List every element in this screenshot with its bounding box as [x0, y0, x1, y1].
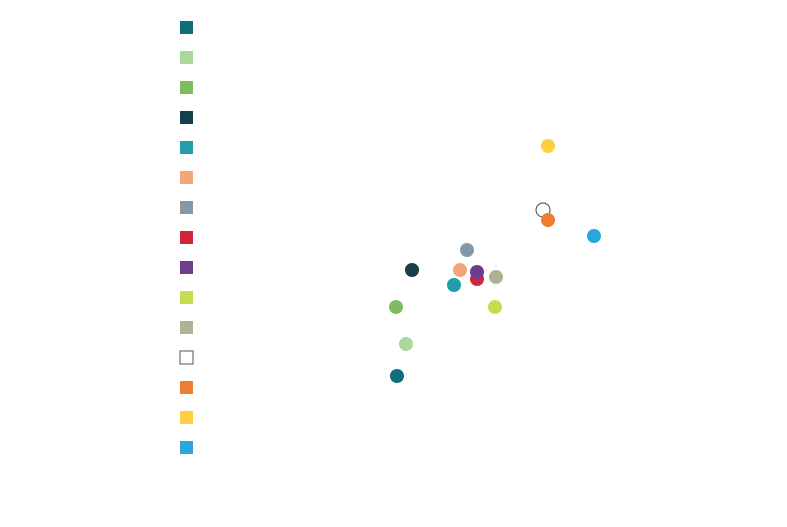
legend-swatch-15[interactable] — [180, 441, 193, 454]
data-point-15[interactable] — [587, 229, 601, 243]
data-point-2[interactable] — [399, 337, 413, 351]
data-point-14[interactable] — [541, 139, 555, 153]
data-point-11[interactable] — [489, 270, 503, 284]
legend-swatch-6[interactable] — [180, 171, 193, 184]
legend-swatch-4[interactable] — [180, 111, 193, 124]
legend-swatch-12[interactable] — [179, 350, 194, 365]
data-point-5[interactable] — [447, 278, 461, 292]
legend-swatch-1[interactable] — [180, 21, 193, 34]
legend-swatch-10[interactable] — [180, 291, 193, 304]
legend-swatch-7[interactable] — [180, 201, 193, 214]
legend-swatch-11[interactable] — [180, 321, 193, 334]
data-point-1[interactable] — [390, 369, 404, 383]
data-point-7[interactable] — [460, 243, 474, 257]
legend-swatch-14[interactable] — [180, 411, 193, 424]
legend — [179, 21, 194, 454]
data-point-10[interactable] — [488, 300, 502, 314]
data-point-13[interactable] — [541, 213, 555, 227]
legend-swatch-2[interactable] — [180, 51, 193, 64]
legend-swatch-3[interactable] — [180, 81, 193, 94]
data-point-9[interactable] — [470, 265, 484, 279]
data-point-3[interactable] — [389, 300, 403, 314]
legend-swatch-8[interactable] — [180, 231, 193, 244]
legend-swatch-5[interactable] — [180, 141, 193, 154]
legend-swatch-13[interactable] — [180, 381, 193, 394]
data-point-6[interactable] — [453, 263, 467, 277]
data-point-4[interactable] — [405, 263, 419, 277]
legend-swatch-9[interactable] — [180, 261, 193, 274]
plot-area — [389, 139, 601, 383]
